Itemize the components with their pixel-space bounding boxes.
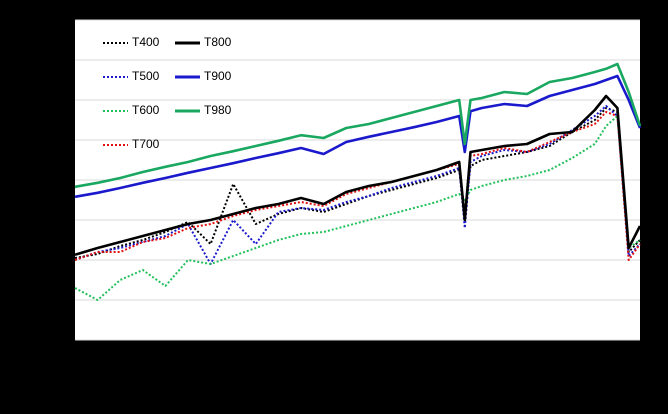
legend-label: T980 (204, 103, 232, 117)
legend-label: T500 (132, 69, 160, 83)
grid (75, 19, 640, 341)
lines (74, 62, 642, 301)
legend-label: T700 (132, 137, 160, 151)
legend-label: T800 (204, 35, 232, 49)
legend-label: T900 (204, 69, 232, 83)
series-line (74, 111, 641, 261)
series-line (74, 74, 642, 199)
series-line (74, 94, 642, 257)
series-line (74, 115, 641, 301)
legend-label: T400 (132, 35, 160, 49)
legend: T400 T500 T600 T700 T800 T900 T980 (103, 35, 232, 151)
series-line (74, 62, 642, 189)
legend-label: T600 (132, 103, 160, 117)
